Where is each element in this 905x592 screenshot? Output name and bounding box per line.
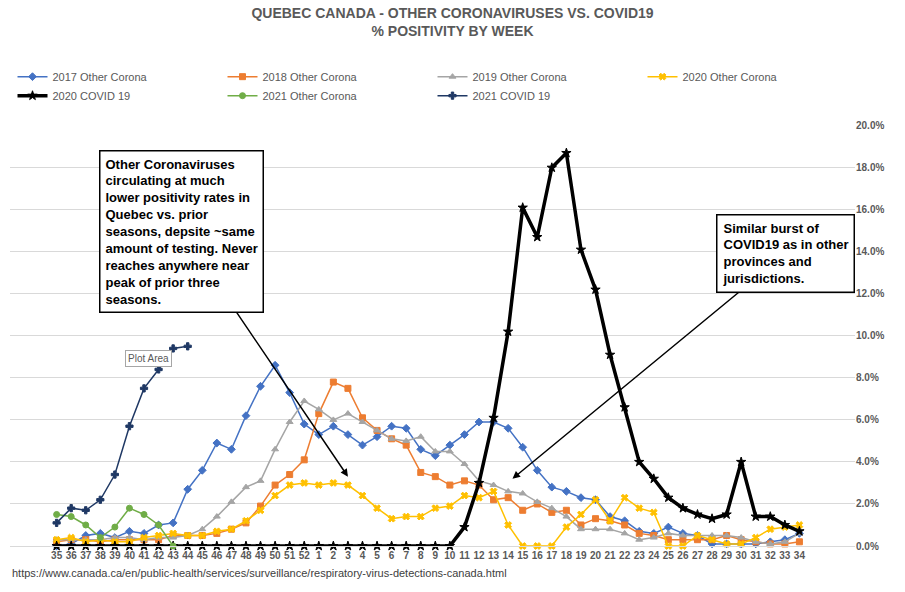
svg-text:30: 30 (736, 550, 748, 561)
svg-text:6.0%: 6.0% (856, 414, 879, 425)
svg-text:0.0%: 0.0% (856, 541, 879, 552)
svg-text:28: 28 (706, 550, 718, 561)
svg-text:2018 Other Corona: 2018 Other Corona (263, 71, 358, 83)
svg-text:36: 36 (66, 550, 78, 561)
svg-text:6: 6 (389, 550, 395, 561)
svg-text:27: 27 (692, 550, 704, 561)
svg-text:11: 11 (459, 550, 470, 561)
svg-text:29: 29 (721, 550, 733, 561)
svg-text:33: 33 (779, 550, 791, 561)
svg-text:2: 2 (331, 550, 337, 561)
svg-text:20: 20 (590, 550, 602, 561)
svg-text:35: 35 (51, 550, 63, 561)
svg-text:31: 31 (750, 550, 762, 561)
svg-text:https://www.canada.ca/en/publi: https://www.canada.ca/en/public-health/s… (12, 567, 507, 579)
svg-text:10.0%: 10.0% (856, 330, 884, 341)
svg-text:2020 Other Corona: 2020 Other Corona (683, 71, 778, 83)
svg-text:42: 42 (153, 550, 165, 561)
svg-text:20.0%: 20.0% (856, 120, 884, 131)
svg-text:9: 9 (433, 550, 439, 561)
svg-text:23: 23 (634, 550, 646, 561)
svg-text:1: 1 (316, 550, 322, 561)
svg-text:16: 16 (532, 550, 544, 561)
svg-text:4: 4 (360, 550, 366, 561)
svg-text:46: 46 (211, 550, 223, 561)
svg-text:2019 Other Corona: 2019 Other Corona (473, 71, 568, 83)
svg-text:18: 18 (561, 550, 573, 561)
svg-text:24: 24 (648, 550, 660, 561)
svg-text:12: 12 (473, 550, 485, 561)
svg-text:43: 43 (168, 550, 180, 561)
svg-text:14: 14 (503, 550, 515, 561)
svg-text:4.0%: 4.0% (856, 456, 879, 467)
svg-text:10: 10 (444, 550, 456, 561)
svg-text:37: 37 (80, 550, 92, 561)
svg-text:40: 40 (124, 550, 136, 561)
svg-text:39: 39 (109, 550, 121, 561)
svg-text:8: 8 (418, 550, 424, 561)
svg-text:21: 21 (605, 550, 617, 561)
svg-text:26: 26 (677, 550, 689, 561)
svg-text:48: 48 (240, 550, 252, 561)
svg-text:Similar burst ofCOVID19 as in: Similar burst ofCOVID19 as in otherprovi… (723, 221, 849, 287)
svg-text:12.0%: 12.0% (856, 288, 884, 299)
svg-text:15: 15 (517, 550, 529, 561)
svg-text:2020 COVID 19: 2020 COVID 19 (53, 90, 131, 102)
svg-text:5: 5 (374, 550, 380, 561)
svg-text:25: 25 (663, 550, 675, 561)
svg-text:2021 COVID 19: 2021 COVID 19 (473, 90, 551, 102)
svg-text:51: 51 (284, 550, 296, 561)
svg-text:44: 44 (182, 550, 194, 561)
svg-text:45: 45 (197, 550, 209, 561)
svg-text:41: 41 (138, 550, 150, 561)
svg-text:8.0%: 8.0% (856, 372, 879, 383)
svg-text:50: 50 (270, 550, 282, 561)
svg-text:Plot Area: Plot Area (128, 353, 169, 364)
svg-text:3: 3 (345, 550, 351, 561)
svg-text:QUEBEC CANADA - OTHER CORONAVI: QUEBEC CANADA - OTHER CORONAVIRUSES VS. … (251, 5, 653, 39)
svg-text:2.0%: 2.0% (856, 498, 879, 509)
svg-text:19: 19 (575, 550, 587, 561)
svg-text:17: 17 (546, 550, 558, 561)
svg-text:18.0%: 18.0% (856, 162, 884, 173)
svg-text:13: 13 (488, 550, 500, 561)
svg-text:22: 22 (619, 550, 631, 561)
svg-text:14.0%: 14.0% (856, 246, 884, 257)
svg-text:16.0%: 16.0% (856, 204, 884, 215)
svg-text:2021 Other Corona: 2021 Other Corona (263, 90, 358, 102)
svg-text:38: 38 (95, 550, 107, 561)
svg-text:47: 47 (226, 550, 238, 561)
svg-text:52: 52 (299, 550, 311, 561)
svg-text:32: 32 (765, 550, 777, 561)
svg-text:49: 49 (255, 550, 267, 561)
svg-text:Other Coronavirusescirculating: Other Coronavirusescirculating at muchlo… (106, 157, 258, 307)
svg-text:2017 Other Corona: 2017 Other Corona (53, 71, 148, 83)
svg-text:34: 34 (794, 550, 806, 561)
svg-text:7: 7 (403, 550, 409, 561)
